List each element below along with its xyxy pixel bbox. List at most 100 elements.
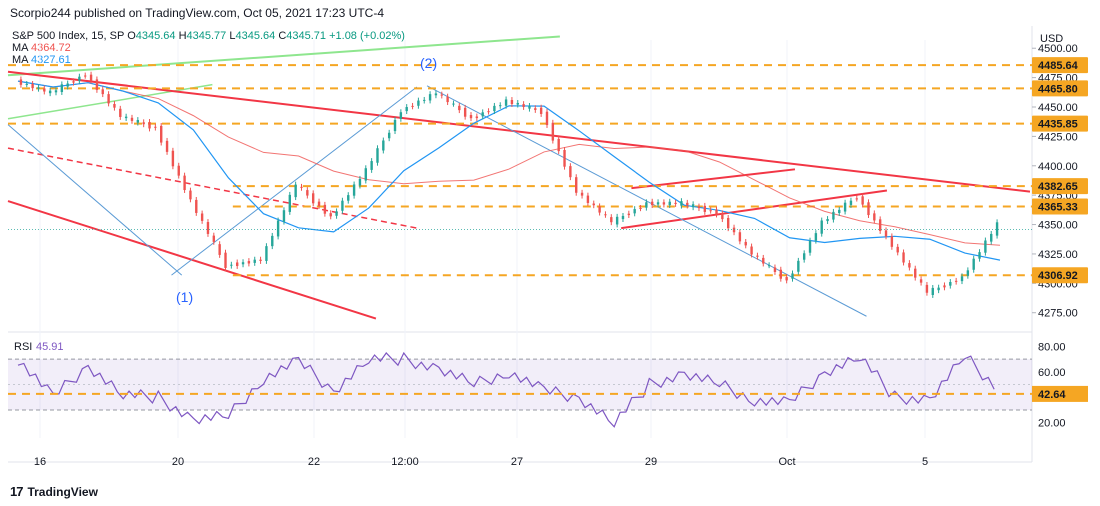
candle-body	[914, 268, 917, 278]
candle-body	[107, 94, 110, 104]
wave-label-1: (1)	[176, 289, 193, 305]
y-tick-label-3: 4425.00	[1038, 131, 1078, 143]
candle-body	[475, 116, 479, 119]
red-downtrend-main	[7, 70, 1031, 193]
candle-body	[265, 246, 268, 261]
candle-body	[434, 93, 438, 96]
candle-body	[726, 217, 730, 229]
candle-body	[72, 81, 75, 83]
candle-body	[797, 260, 800, 272]
candle-body	[621, 215, 625, 220]
candle-body	[896, 246, 899, 253]
candle-body	[160, 125, 163, 143]
candle-body	[592, 203, 595, 206]
red-wedge-lower	[621, 189, 888, 230]
close-label: C	[278, 30, 287, 42]
candle-body	[399, 112, 403, 119]
candle-body	[510, 99, 514, 105]
candle-body	[995, 222, 999, 236]
candle-body	[124, 116, 128, 119]
candle-body	[282, 210, 286, 222]
candle-body	[405, 107, 408, 112]
close-value: 4345.71	[286, 30, 327, 42]
rsi-level-label: 42.64	[1038, 389, 1066, 401]
candle-body	[288, 194, 292, 212]
publisher-line: Scorpio244 published on TradingView.com,…	[10, 6, 385, 20]
candle-body	[773, 267, 777, 272]
candle-body	[101, 89, 104, 95]
ma1-value: 4364.72	[30, 42, 71, 54]
symbol-row: S&P 500 Index, 15, SP O4345.64 H4345.77 …	[12, 30, 405, 42]
candle-body	[814, 233, 818, 241]
candle-body	[235, 262, 239, 266]
candle-body	[78, 76, 81, 81]
candle-body	[311, 193, 315, 204]
candle-body	[212, 235, 216, 242]
candle-body	[119, 108, 122, 117]
candle-body	[294, 184, 297, 198]
candle-body	[19, 79, 23, 85]
rsi-level-box	[1032, 385, 1088, 402]
candle-body	[954, 280, 958, 282]
candle-body	[154, 126, 157, 128]
y-tick-label-6: 4350.00	[1038, 220, 1078, 232]
low-label: L	[229, 30, 236, 42]
chart-legend: S&P 500 Index, 15, SP O4345.64 H4345.77 …	[12, 30, 405, 66]
ma1-row[interactable]: MA 4364.72	[12, 42, 405, 54]
x-tick-label-2: 22	[308, 456, 320, 468]
x-tick-label-0: 16	[34, 456, 46, 468]
level-label-box-5	[1032, 267, 1088, 284]
y-tick-label-9: 4275.00	[1038, 308, 1078, 320]
candle-body	[493, 105, 496, 112]
candle-body	[668, 201, 671, 206]
candle-body	[48, 90, 52, 94]
candle-body	[241, 262, 245, 265]
candle-body	[802, 253, 806, 260]
candle-body	[417, 100, 420, 106]
candle-body	[165, 140, 169, 152]
rsi-title: RSI	[14, 341, 32, 353]
candle-body	[972, 258, 975, 270]
symbol-name[interactable]: S&P 500 Index, 15, SP	[12, 30, 125, 42]
candle-body	[84, 75, 87, 77]
candle-body	[253, 259, 256, 263]
tradingview-brand[interactable]: TradingView	[27, 484, 98, 499]
ma2-value: 4327.61	[30, 54, 71, 66]
candle-body	[703, 205, 707, 212]
ma1-label: MA	[12, 42, 28, 54]
candle-body	[557, 138, 560, 152]
candle-body	[218, 244, 221, 255]
candle-body	[335, 211, 338, 216]
x-tick-label-7: 5	[922, 456, 928, 468]
candle-body	[832, 211, 835, 220]
candle-body	[639, 207, 642, 209]
candle-body	[791, 273, 794, 279]
level-label-2: 4435.85	[1038, 119, 1078, 131]
candle-body	[680, 201, 683, 206]
candle-body	[843, 202, 847, 212]
candle-body	[358, 178, 362, 186]
candle-body	[463, 107, 467, 117]
candle-body	[522, 104, 525, 107]
level-label-box-3	[1032, 178, 1088, 195]
candle-body	[978, 252, 981, 259]
candle-body	[352, 184, 356, 196]
rsi-tick-label-0: 80.00	[1038, 341, 1066, 353]
red-wedge-upper	[631, 168, 796, 190]
y-tick-label-4: 4400.00	[1038, 161, 1078, 173]
ma2-row[interactable]: MA 4327.61	[12, 54, 405, 66]
candle-body	[651, 201, 654, 206]
blue-channel-rise	[171, 86, 418, 276]
candle-body	[686, 202, 689, 206]
x-tick-label-1: 20	[172, 456, 184, 468]
candle-body	[890, 236, 894, 247]
candle-body	[762, 257, 765, 264]
candle-body	[738, 232, 742, 242]
level-label-4: 4365.33	[1038, 202, 1078, 214]
candle-body	[937, 287, 940, 291]
candle-body	[943, 285, 946, 288]
candle-body	[25, 83, 28, 85]
candle-body	[382, 140, 385, 151]
candle-body	[849, 200, 853, 205]
